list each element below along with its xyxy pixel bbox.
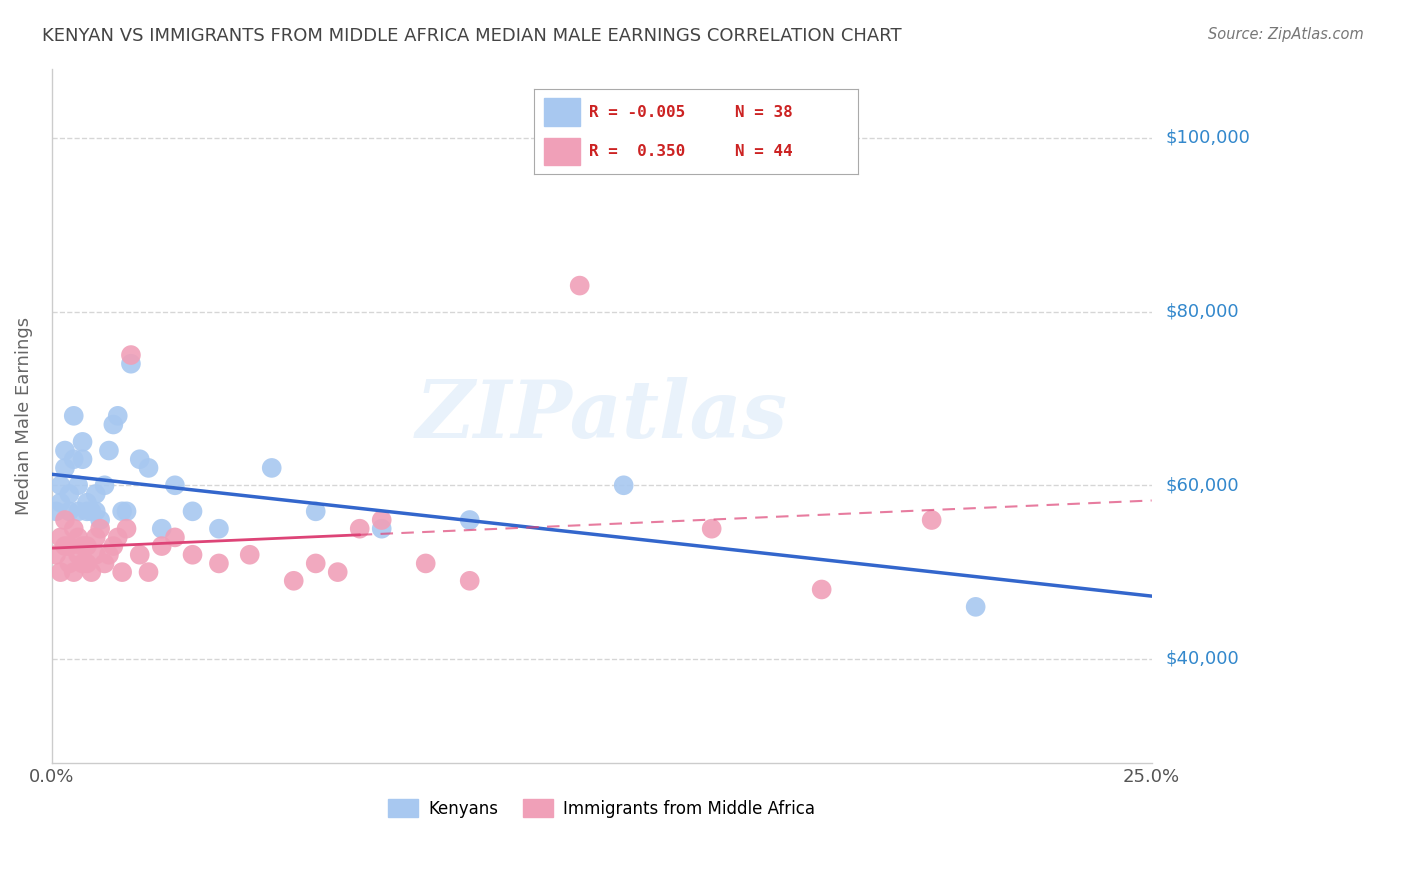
Point xyxy=(128,452,150,467)
Point xyxy=(239,548,262,562)
Point xyxy=(58,557,80,571)
Point xyxy=(58,539,80,553)
Text: $40,000: $40,000 xyxy=(1166,650,1239,668)
Point xyxy=(45,548,67,562)
Text: N = 44: N = 44 xyxy=(735,145,793,160)
Point xyxy=(84,530,107,544)
Point xyxy=(49,478,72,492)
Point xyxy=(163,530,186,544)
Point xyxy=(58,487,80,501)
Point xyxy=(458,513,481,527)
Text: R =  0.350: R = 0.350 xyxy=(589,145,686,160)
Point xyxy=(67,478,90,492)
Point xyxy=(84,548,107,562)
Point xyxy=(93,557,115,571)
Point xyxy=(415,557,437,571)
Point xyxy=(67,504,90,518)
Point xyxy=(965,599,987,614)
Point xyxy=(613,478,636,492)
Point xyxy=(93,478,115,492)
Point xyxy=(76,557,98,571)
Point xyxy=(53,513,76,527)
Point xyxy=(49,565,72,579)
Point xyxy=(89,522,111,536)
Bar xyxy=(544,98,579,126)
Point xyxy=(103,539,125,553)
Text: ZIPatlas: ZIPatlas xyxy=(416,377,787,455)
Point xyxy=(810,582,832,597)
Point xyxy=(163,478,186,492)
Point xyxy=(97,443,120,458)
Point xyxy=(76,539,98,553)
Point xyxy=(67,530,90,544)
Point xyxy=(53,461,76,475)
Point xyxy=(84,504,107,518)
Point xyxy=(921,513,943,527)
Point xyxy=(181,548,204,562)
Point xyxy=(80,565,103,579)
Point xyxy=(208,557,231,571)
Point xyxy=(128,548,150,562)
Point xyxy=(111,565,134,579)
Y-axis label: Median Male Earnings: Median Male Earnings xyxy=(15,317,32,515)
Point xyxy=(84,487,107,501)
Point xyxy=(370,513,392,527)
Point xyxy=(283,574,305,588)
Point xyxy=(53,539,76,553)
Point xyxy=(72,452,94,467)
Point xyxy=(49,496,72,510)
Text: $100,000: $100,000 xyxy=(1166,129,1250,147)
Point xyxy=(58,504,80,518)
Point xyxy=(80,504,103,518)
Point xyxy=(103,417,125,432)
Point xyxy=(700,522,723,536)
Point xyxy=(72,539,94,553)
Text: R = -0.005: R = -0.005 xyxy=(589,104,686,120)
Point xyxy=(260,461,283,475)
Text: $60,000: $60,000 xyxy=(1166,476,1239,494)
Text: Source: ZipAtlas.com: Source: ZipAtlas.com xyxy=(1208,27,1364,42)
Point xyxy=(111,504,134,518)
Point xyxy=(120,348,142,362)
Point xyxy=(72,434,94,449)
Point xyxy=(76,496,98,510)
Point xyxy=(349,522,371,536)
Point xyxy=(53,443,76,458)
Bar xyxy=(544,137,579,165)
Point xyxy=(150,522,173,536)
Text: N = 38: N = 38 xyxy=(735,104,793,120)
Point xyxy=(67,548,90,562)
Point xyxy=(62,565,84,579)
Point xyxy=(115,522,138,536)
Point xyxy=(45,504,67,518)
Point xyxy=(458,574,481,588)
Point xyxy=(89,513,111,527)
Point xyxy=(62,409,84,423)
Point xyxy=(208,522,231,536)
Point xyxy=(181,504,204,518)
Point xyxy=(326,565,349,579)
Point xyxy=(120,357,142,371)
Text: KENYAN VS IMMIGRANTS FROM MIDDLE AFRICA MEDIAN MALE EARNINGS CORRELATION CHART: KENYAN VS IMMIGRANTS FROM MIDDLE AFRICA … xyxy=(42,27,901,45)
Point xyxy=(49,530,72,544)
Point xyxy=(370,522,392,536)
Point xyxy=(305,557,328,571)
Text: $80,000: $80,000 xyxy=(1166,302,1239,320)
Point xyxy=(138,565,160,579)
Point xyxy=(568,278,591,293)
Point xyxy=(138,461,160,475)
Legend: Kenyans, Immigrants from Middle Africa: Kenyans, Immigrants from Middle Africa xyxy=(381,793,823,824)
Point xyxy=(115,504,138,518)
Point xyxy=(72,557,94,571)
Point xyxy=(107,530,129,544)
Point xyxy=(97,548,120,562)
Point xyxy=(62,522,84,536)
Point xyxy=(107,409,129,423)
Point xyxy=(305,504,328,518)
Point xyxy=(76,504,98,518)
Point xyxy=(150,539,173,553)
Point xyxy=(62,452,84,467)
